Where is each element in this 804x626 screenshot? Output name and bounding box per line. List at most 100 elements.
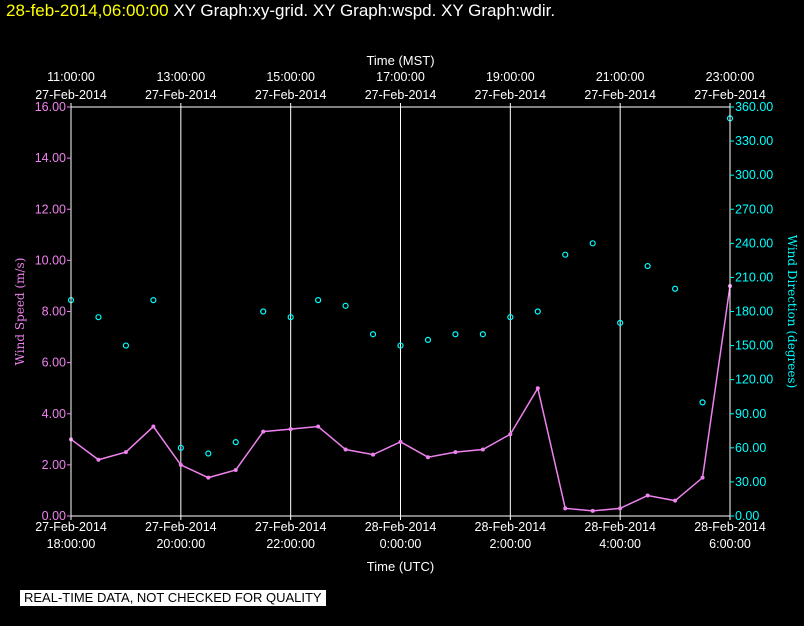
top-tick-label-date: 27-Feb-2014	[694, 88, 766, 102]
top-tick-label-time: 23:00:00	[706, 70, 755, 84]
x-tick-label-time: 22:00:00	[266, 537, 315, 551]
wind-speed-point	[645, 493, 650, 498]
wind-direction-point	[699, 399, 706, 406]
wind-direction-point	[369, 331, 377, 338]
wind-direction-point	[644, 262, 651, 270]
title-date: 28-feb-2014,06:00:00	[6, 1, 169, 20]
top-tick-label-date: 27-Feb-2014	[475, 88, 547, 102]
y-right-tick-label: 180.00	[735, 305, 773, 319]
y-right-tick-label: 330.00	[735, 134, 773, 148]
wind-speed-point	[316, 424, 321, 429]
wind-speed-point	[480, 447, 485, 452]
top-tick-label-date: 27-Feb-2014	[365, 88, 437, 102]
quality-disclaimer: REAL-TIME DATA, NOT CHECKED FOR QUALITY	[20, 590, 326, 606]
wind-direction-point	[287, 314, 294, 321]
chart-title: 28-feb-2014,06:00:00 XY Graph:xy-grid. X…	[6, 1, 555, 21]
wind-direction-point	[150, 297, 157, 304]
axes: 27-Feb-2014 18:00:00 11:00:00 27-Feb-2014 27…	[13, 53, 799, 574]
x-tick-label-date: 28-Feb-2014	[584, 520, 656, 534]
wind-direction-point	[479, 331, 486, 338]
wind-speed-point	[425, 455, 430, 460]
wind-speed-point	[233, 467, 238, 472]
y-left-axis-title: Wind Speed (m/s)	[13, 258, 27, 366]
top-tick-label-time: 15:00:00	[266, 70, 315, 84]
y-right-tick-label: 240.00	[735, 236, 773, 250]
wind-direction-point	[507, 314, 514, 321]
wind-direction-point	[589, 240, 596, 247]
wind-direction-point	[671, 285, 679, 292]
wind-speed-point	[590, 508, 595, 513]
top-tick-label-time: 13:00:00	[156, 70, 205, 84]
wind-direction-point	[452, 331, 459, 338]
top-tick-label-time: 17:00:00	[376, 70, 425, 84]
y-right-tick-label: 360.00	[735, 100, 773, 114]
x-tick-label-time: 0:00:00	[380, 537, 422, 551]
y-left-tick-label: 14.00	[35, 151, 66, 165]
wind-speed-point	[700, 475, 705, 480]
wind-speed-point	[563, 506, 568, 511]
wind-speed-point	[151, 424, 156, 429]
y-left-tick-label: 6.00	[42, 356, 66, 370]
x-tick-label-time: 18:00:00	[47, 537, 96, 551]
wind-speed-point	[96, 457, 101, 462]
wind-direction-point	[342, 302, 349, 309]
x-tick-label-time: 4:00:00	[599, 537, 641, 551]
y-right-tick-label: 300.00	[735, 168, 773, 182]
y-left-tick-label: 10.00	[35, 253, 66, 267]
wind-direction-point	[424, 336, 432, 344]
wind-direction-point	[122, 342, 130, 349]
x-tick-label-date: 28-Feb-2014	[475, 520, 547, 534]
y-left-tick-label: 2.00	[42, 458, 66, 472]
y-right-tick-label: 210.00	[735, 270, 773, 284]
x-tick-label-time: 6:00:00	[709, 537, 751, 551]
y-right-tick-label: 0.00	[735, 509, 759, 523]
y-right-tick-label: 30.00	[735, 475, 766, 489]
y-left-tick-label: 8.00	[42, 305, 66, 319]
wind-speed-point	[535, 386, 540, 391]
top-tick-label-time: 11:00:00	[47, 70, 95, 84]
wind-direction-point	[617, 319, 624, 326]
x-tick-label-time: 2:00:00	[489, 537, 531, 551]
wind-direction-point	[397, 342, 404, 349]
wind-direction-point	[205, 450, 212, 457]
wind-speed-point	[618, 506, 623, 511]
y-right-tick-label: 150.00	[735, 339, 773, 353]
wind-direction-point	[177, 444, 184, 451]
top-tick-label-time: 21:00:00	[596, 70, 645, 84]
y-left-tick-label: 0.00	[42, 509, 66, 523]
wind-direction-point	[562, 251, 569, 258]
top-tick-label-date: 27-Feb-2014	[255, 88, 327, 102]
x-tick-label-date: 28-Feb-2014	[694, 520, 766, 534]
series-layer	[67, 115, 734, 513]
grid	[180, 107, 621, 516]
wind-speed-point	[508, 432, 513, 437]
wind-speed-point	[453, 450, 458, 455]
x-tick-label-time: 20:00:00	[156, 537, 205, 551]
wind-speed-point	[178, 462, 183, 467]
y-right-tick-label: 270.00	[735, 202, 773, 216]
x-tick-label-date: 27-Feb-2014	[145, 520, 217, 534]
wind-direction-point	[232, 439, 239, 446]
title-graph-names: XY Graph:xy-grid. XY Graph:wspd. XY Grap…	[173, 1, 556, 20]
wind-speed-point	[343, 447, 348, 452]
x-tick-label-date: 27-Feb-2014	[35, 520, 107, 534]
wind-speed-point	[673, 498, 678, 503]
y-right-tick-label: 60.00	[735, 441, 766, 455]
wind-speed-point	[261, 429, 266, 434]
wind-speed-point	[123, 450, 128, 455]
y-left-tick-label: 4.00	[42, 407, 66, 421]
x-tick-label-date: 27-Feb-2014	[255, 520, 327, 534]
wind-speed-point	[398, 439, 403, 444]
wind-direction-point	[534, 308, 541, 315]
wind-speed-point	[206, 475, 211, 480]
wind-direction-point	[315, 297, 322, 304]
wind-speed-point	[371, 452, 376, 457]
wind-direction-point	[95, 314, 102, 321]
top-tick-label-date: 27-Feb-2014	[35, 88, 107, 102]
wind-speed-point	[288, 427, 293, 432]
x-axis-title-utc: Time (UTC)	[367, 559, 434, 574]
y-right-axis-title: Wind Direction (degrees)	[785, 235, 799, 389]
y-left-tick-label: 16.00	[35, 100, 66, 114]
top-tick-label-date: 27-Feb-2014	[145, 88, 217, 102]
